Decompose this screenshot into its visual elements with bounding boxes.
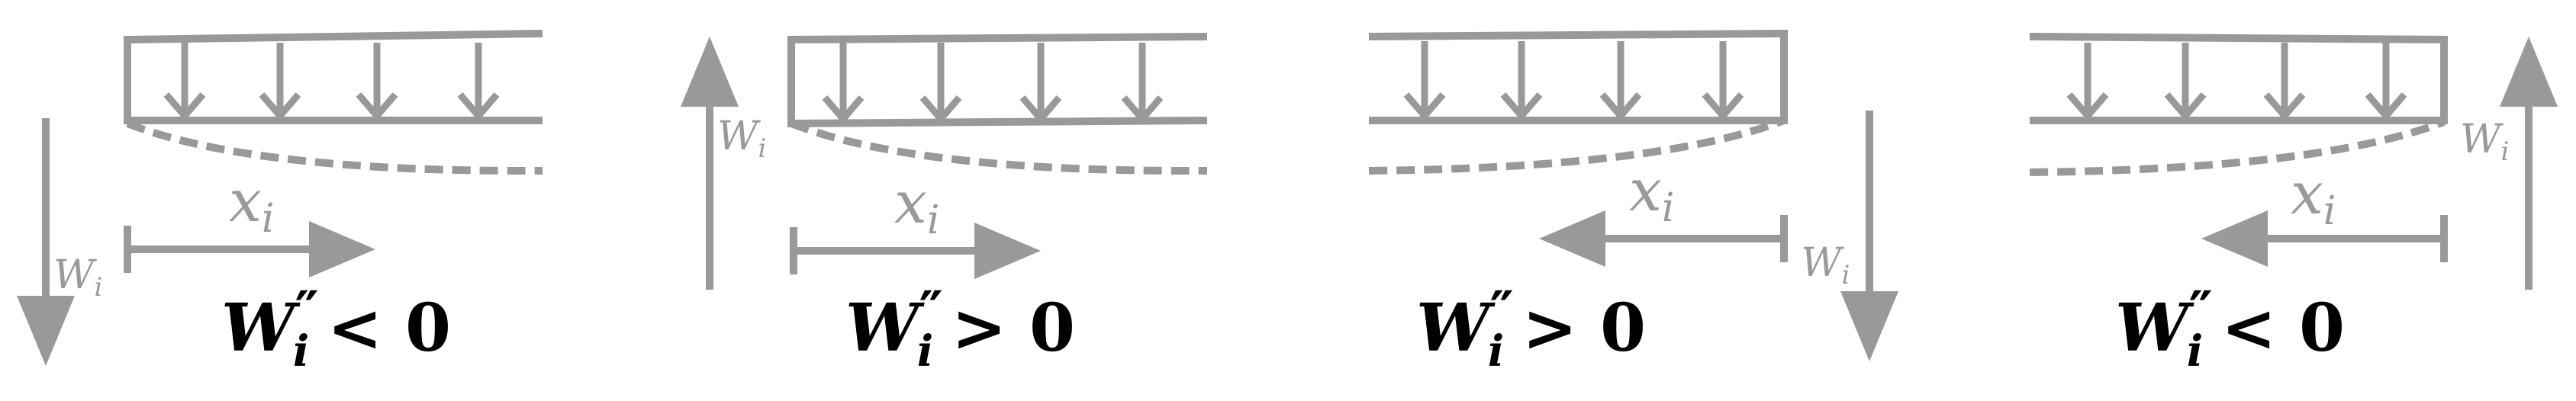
wi-label: Wi <box>717 114 766 164</box>
panel-3: Wi xi W″ i > 0 <box>1368 29 1898 377</box>
condition-label: W″ i < 0 <box>221 279 451 377</box>
distributed-load-frame <box>124 30 543 124</box>
xi-arrow-right <box>124 221 375 277</box>
wi-arrow-up <box>681 37 739 290</box>
condition-label: W″ i < 0 <box>2115 279 2345 377</box>
deflection-curve <box>2029 118 2446 176</box>
wi-label: Wi <box>53 252 102 303</box>
xi-arrow-left <box>2201 210 2448 267</box>
wi-label: Wi <box>2460 117 2509 167</box>
load-arrows <box>822 43 1164 124</box>
panel-1: Wi xi W″ i < 0 <box>17 30 543 377</box>
distributed-load-frame <box>1368 29 1788 124</box>
distributed-load-frame <box>2029 33 2448 124</box>
xi-label: xi <box>229 167 275 242</box>
load-arrows <box>2066 43 2407 121</box>
distributed-load-frame <box>787 33 1208 128</box>
wi-arrow-down <box>17 118 75 366</box>
xi-label: xi <box>894 168 940 243</box>
xi-arrow-left <box>1539 210 1788 267</box>
condition-label: W″ i > 0 <box>1416 279 1646 377</box>
wi-arrow-down <box>1840 111 1898 361</box>
deflection-curve <box>126 120 543 175</box>
deflection-curve <box>790 120 1208 175</box>
xi-arrow-right <box>790 223 1041 279</box>
wi-arrow-up <box>2500 37 2558 290</box>
panel-4: Wi xi W″ i < 0 <box>2029 33 2558 377</box>
load-arrows <box>163 43 500 121</box>
deflection-curve <box>1368 117 1785 175</box>
wi-label: Wi <box>1801 240 1850 290</box>
xi-label: xi <box>1629 156 1675 231</box>
load-arrows <box>1403 41 1744 121</box>
xi-label: xi <box>2291 159 2336 234</box>
panel-2: Wi xi W″ i > 0 <box>681 33 1208 377</box>
condition-label: W″ i > 0 <box>845 279 1075 377</box>
